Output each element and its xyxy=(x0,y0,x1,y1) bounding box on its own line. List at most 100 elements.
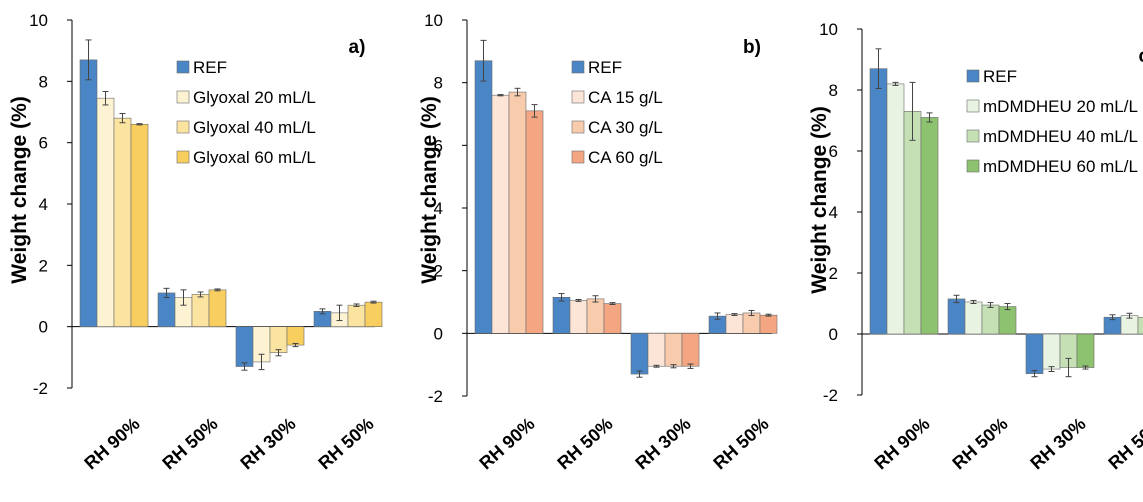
category-label: RH 30% xyxy=(631,414,694,474)
bar xyxy=(130,123,149,327)
y-tick-label: 8 xyxy=(434,74,443,93)
y-tick-label: 6 xyxy=(829,142,838,161)
y-axis-title: Weight change (%) xyxy=(418,96,441,283)
legend-swatch xyxy=(966,129,980,143)
legend-label: Glyoxal 60 mL/L xyxy=(193,148,316,167)
bar xyxy=(664,333,683,367)
category-label: RH 90% xyxy=(475,414,538,474)
bar xyxy=(1042,333,1061,370)
y-tick-label: 10 xyxy=(29,11,48,30)
legend-swatch xyxy=(571,60,585,74)
legend-label: REF xyxy=(588,58,622,77)
panel-label: b) xyxy=(743,37,761,58)
bar xyxy=(474,60,493,334)
bar xyxy=(903,111,922,335)
bar xyxy=(869,68,888,335)
y-tick-label: 6 xyxy=(39,134,48,153)
legend-label: Glyoxal 40 mL/L xyxy=(193,118,316,137)
bar xyxy=(1076,333,1095,368)
bar xyxy=(725,314,744,334)
legend-label: mDMDHEU 40 mL/L xyxy=(983,127,1138,146)
legend-swatch xyxy=(966,99,980,113)
bar xyxy=(998,306,1017,335)
y-tick-label: 10 xyxy=(424,11,443,30)
y-tick-label: 4 xyxy=(434,199,443,218)
y-tick-label: 2 xyxy=(829,264,838,283)
bar xyxy=(681,333,700,367)
y-tick-label: -2 xyxy=(428,387,443,406)
bar xyxy=(269,326,288,354)
panel-label: c) xyxy=(1139,46,1143,67)
bar xyxy=(1025,333,1044,374)
bar xyxy=(586,298,605,334)
legend-label: Glyoxal 20 mL/L xyxy=(193,88,316,107)
y-axis-title: Weight change (%) xyxy=(8,96,31,283)
category-label: RH 50% xyxy=(948,414,1011,474)
y-tick-label: -2 xyxy=(33,379,48,398)
bar xyxy=(525,110,544,334)
legend-swatch xyxy=(571,90,585,104)
y-tick-label: 4 xyxy=(829,203,838,222)
legend-swatch xyxy=(966,159,980,173)
y-axis-title: Weight change (%) xyxy=(808,106,831,293)
y-tick-label: 10 xyxy=(819,20,838,39)
category-label: RH 50% xyxy=(553,414,616,474)
bar xyxy=(742,312,761,334)
category-label: RH 50% xyxy=(314,414,377,474)
y-tick-label: 6 xyxy=(434,136,443,155)
y-tick-label: 4 xyxy=(39,195,48,214)
category-label: RH 50% xyxy=(709,414,772,474)
bar xyxy=(191,294,210,327)
bar xyxy=(113,117,132,327)
bar xyxy=(286,326,305,346)
bar xyxy=(552,296,571,334)
bar xyxy=(235,326,254,367)
y-tick-label: 8 xyxy=(829,81,838,100)
legend-swatch xyxy=(176,150,190,164)
y-tick-label: 2 xyxy=(39,256,48,275)
category-label: RH 90% xyxy=(870,414,933,474)
bar xyxy=(886,83,905,335)
bar xyxy=(79,59,98,327)
bar xyxy=(981,304,1000,335)
legend-label: CA 60 g/L xyxy=(588,148,663,167)
category-label: RH 50% xyxy=(1104,414,1143,474)
y-tick-label: 0 xyxy=(829,325,838,344)
bar xyxy=(1137,316,1143,335)
legend-swatch xyxy=(571,120,585,134)
bar xyxy=(647,333,666,367)
category-label: RH 50% xyxy=(158,414,221,474)
bar xyxy=(96,97,115,327)
bar xyxy=(364,301,383,327)
y-tick-label: 0 xyxy=(39,318,48,337)
legend-swatch xyxy=(176,60,190,74)
category-label: RH 90% xyxy=(80,414,143,474)
legend-label: REF xyxy=(193,58,227,77)
bar xyxy=(491,94,510,334)
y-tick-label: 8 xyxy=(39,72,48,91)
panel-label: a) xyxy=(349,37,366,58)
bar xyxy=(569,300,588,334)
legend-swatch xyxy=(176,120,190,134)
bar xyxy=(347,304,366,327)
legend-swatch xyxy=(176,90,190,104)
category-label: RH 30% xyxy=(236,414,299,474)
y-tick-label: -2 xyxy=(823,386,838,405)
bar xyxy=(964,301,983,335)
bar xyxy=(920,117,939,335)
bar xyxy=(603,303,622,334)
legend-swatch xyxy=(966,69,980,83)
bar xyxy=(759,314,778,334)
y-tick-label: 2 xyxy=(434,262,443,281)
legend-label: mDMDHEU 20 mL/L xyxy=(983,97,1138,116)
bar xyxy=(208,289,227,327)
bar xyxy=(630,333,649,375)
legend-label: CA 30 g/L xyxy=(588,118,663,137)
legend-label: mDMDHEU 60 mL/L xyxy=(983,157,1138,176)
legend-swatch xyxy=(571,150,585,164)
bar xyxy=(947,298,966,335)
